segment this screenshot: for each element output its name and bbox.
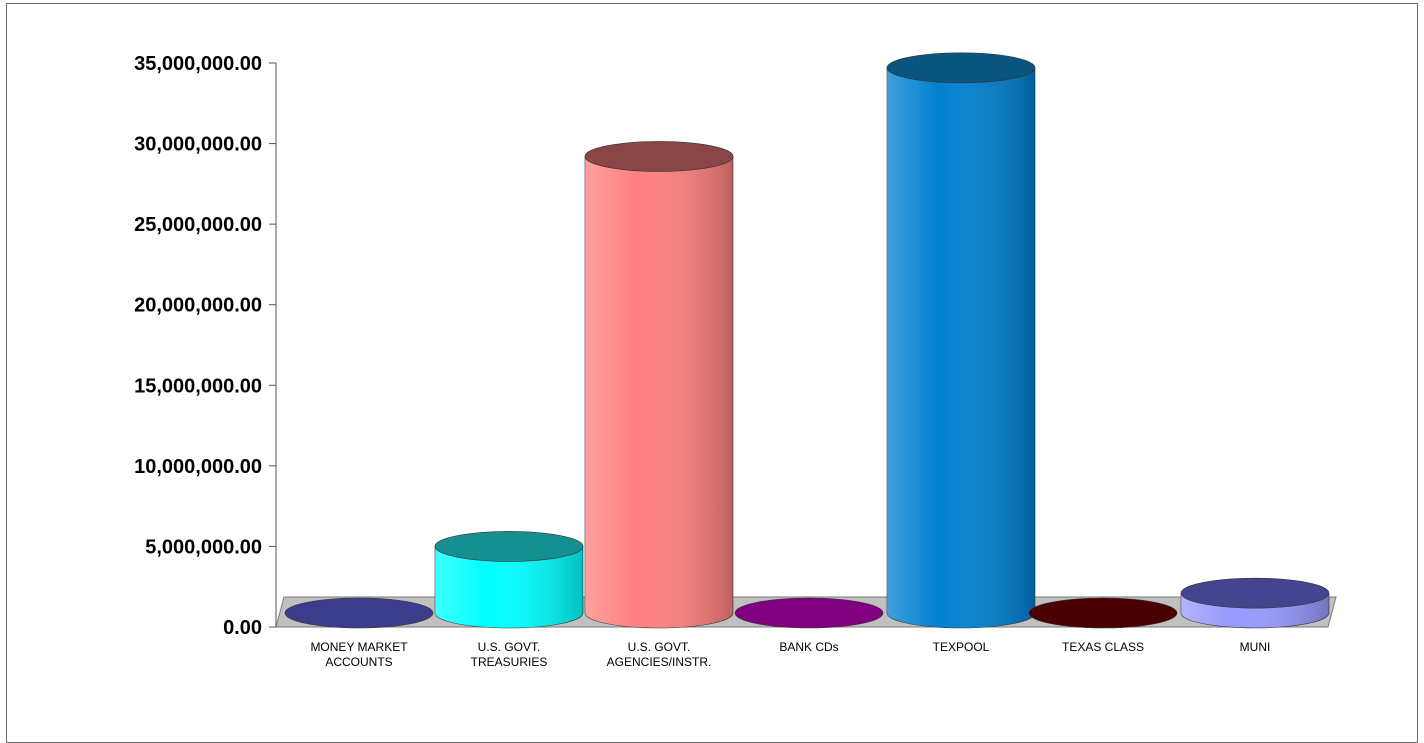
y-tick-label: 15,000,000.00: [134, 375, 262, 397]
bar-5: [1028, 597, 1178, 629]
bar-0: [284, 597, 434, 629]
x-tick-label: MONEY MARKET ACCOUNTS: [310, 640, 408, 669]
y-tick-label: 30,000,000.00: [134, 134, 262, 156]
bar-top: [434, 531, 584, 562]
bar-top: [284, 597, 434, 629]
y-tick-label: 25,000,000.00: [134, 214, 262, 236]
bar-6: [1180, 577, 1330, 629]
x-tick-label: U.S. GOVT. TREASURIES: [471, 640, 548, 669]
bar-shading: [585, 156, 733, 628]
bar-top: [1028, 597, 1178, 629]
x-tick-label: TEXAS CLASS: [1062, 640, 1144, 654]
x-tick-label: MUNI: [1240, 640, 1271, 654]
bar-shading: [435, 546, 583, 628]
x-axis-labels: MONEY MARKET ACCOUNTS U.S. GOVT. TREASURIES…: [310, 640, 1270, 669]
y-tick-label: 0.00: [223, 617, 262, 639]
y-axis: 0.00 5,000,000.00 10,000,000.00 15,000,000.…: [134, 53, 277, 639]
bar-3: [734, 597, 884, 629]
y-tick-label: 20,000,000.00: [134, 295, 262, 317]
y-tick-label: 10,000,000.00: [134, 456, 262, 478]
x-tick-label: TEXPOOL: [933, 640, 990, 654]
x-tick-label: BANK CDs: [779, 640, 838, 654]
bar-4: [886, 52, 1036, 629]
bar-top: [734, 597, 884, 629]
bar-top: [584, 141, 734, 172]
bar-1: [434, 531, 584, 629]
bars: [284, 52, 1330, 629]
bar-top: [886, 52, 1036, 84]
y-tick-label: 5,000,000.00: [145, 536, 262, 558]
bar-top: [1180, 577, 1330, 609]
bar-shading: [887, 67, 1035, 628]
x-tick-label: U.S. GOVT. AGENCIES/INSTR.: [607, 640, 712, 669]
bar-2: [584, 141, 734, 629]
y-tick-label: 35,000,000.00: [134, 53, 262, 75]
